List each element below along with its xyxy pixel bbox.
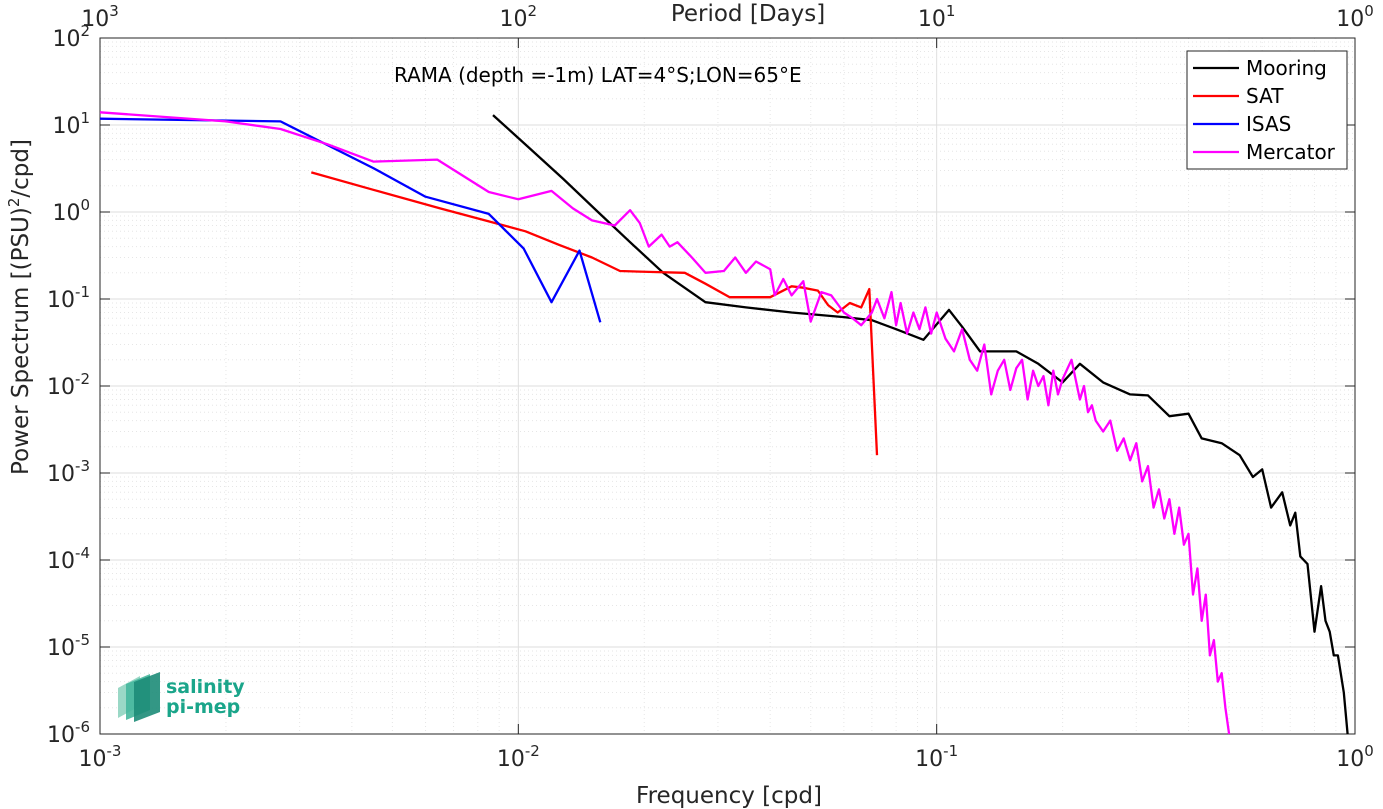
y-tick-label-base: 10 <box>47 288 75 313</box>
top-tick-label-base: 10 <box>500 7 528 32</box>
y-tick-label: 101 <box>52 109 90 139</box>
series-line-mercator <box>99 111 1231 735</box>
logo-wave-3 <box>134 672 160 722</box>
y-tick-label: 10-2 <box>47 370 90 400</box>
top-tick-label-exponent: 1 <box>946 2 956 20</box>
top-tick-label: 100 <box>1336 2 1374 32</box>
top-tick-label-base: 10 <box>81 7 109 32</box>
top-tick-label-base: 10 <box>1336 7 1364 32</box>
y-tick-label-exponent: 1 <box>80 109 90 127</box>
legend-label-sat: SAT <box>1246 84 1284 108</box>
top-tick-label-exponent: 0 <box>1364 2 1374 20</box>
legend-label-isas: ISAS <box>1246 112 1291 136</box>
legend-label-mooring: Mooring <box>1246 56 1327 80</box>
y-tick-label-base: 10 <box>52 27 80 52</box>
x-tick-label-base: 10 <box>1336 747 1364 772</box>
y-tick-label: 10-6 <box>47 718 90 748</box>
x-axis-title: Frequency [cpd] <box>636 783 822 809</box>
x-tick-labels: 10-3 10-2 10-1 100 <box>79 742 1374 772</box>
top-tick-label: 102 <box>500 2 538 32</box>
x-tick-label-exponent: -1 <box>943 742 958 760</box>
legend: Mooring SAT ISAS Mercator <box>1186 50 1348 170</box>
y-tick-label-base: 10 <box>47 549 75 574</box>
legend-box <box>1186 50 1348 170</box>
y-tick-label-base: 10 <box>47 375 75 400</box>
logo-text-pi-mep: pi-mep <box>166 696 240 718</box>
x-tick-label: 10-3 <box>79 742 122 772</box>
x-tick-label-base: 10 <box>79 747 107 772</box>
y-axis-title: Power Spectrum [(PSU)2/cpd] <box>5 139 34 475</box>
series-line-sat <box>310 171 879 456</box>
x-tick-label: 10-2 <box>497 742 540 772</box>
top-tick-label: 101 <box>918 2 956 32</box>
x-tick-label: 100 <box>1336 742 1374 772</box>
x-tick-label-exponent: -3 <box>107 742 122 760</box>
series-line-isas <box>99 117 602 323</box>
top-tick-label: 103 <box>81 2 119 32</box>
y-tick-label: 10-4 <box>47 544 90 574</box>
x-tick-label-exponent: 0 <box>1364 742 1374 760</box>
y-tick-label-exponent: -3 <box>75 457 90 475</box>
x-tick-label-exponent: -2 <box>525 742 540 760</box>
top-tick-labels: 103 102 101 100 <box>81 2 1374 32</box>
salinity-pi-mep-logo: salinity pi-mep <box>118 672 245 722</box>
y-tick-label-base: 10 <box>47 462 75 487</box>
top-tick-label-exponent: 2 <box>528 2 538 20</box>
y-tick-label-exponent: -5 <box>75 631 90 649</box>
y-tick-label-exponent: -4 <box>75 544 90 562</box>
y-tick-label-exponent: 0 <box>80 196 90 214</box>
y-tick-label: 10-3 <box>47 457 90 487</box>
y-tick-label-exponent: 2 <box>80 22 90 40</box>
y-axis-title-superscript: 2 <box>5 198 23 208</box>
top-tick-label-exponent: 3 <box>109 2 119 20</box>
x-tick-label: 10-1 <box>915 742 958 772</box>
location-annotation: RAMA (depth =-1m) LAT=4°S;LON=65°E <box>394 63 802 87</box>
series-line-mooring <box>492 114 1349 735</box>
x-tick-label-base: 10 <box>915 747 943 772</box>
y-tick-label-exponent: -6 <box>75 718 90 736</box>
top-tick-label-base: 10 <box>918 7 946 32</box>
x-tick-label-base: 10 <box>497 747 525 772</box>
y-tick-label-base: 10 <box>52 114 80 139</box>
y-tick-label-exponent: -1 <box>75 283 90 301</box>
y-tick-label: 10-5 <box>47 631 90 661</box>
data-series <box>99 111 1349 735</box>
legend-label-mercator: Mercator <box>1246 140 1336 164</box>
y-tick-label: 10-1 <box>47 283 90 313</box>
y-tick-label: 102 <box>52 22 90 52</box>
y-tick-label: 100 <box>52 196 90 226</box>
y-tick-label-exponent: -2 <box>75 370 90 388</box>
grid-lines <box>99 38 1355 735</box>
y-axis-title-main: Power Spectrum [(PSU) <box>8 207 34 475</box>
y-tick-label-base: 10 <box>47 723 75 748</box>
y-axis-title-tail: /cpd] <box>8 139 34 198</box>
y-tick-label-base: 10 <box>47 636 75 661</box>
y-tick-label-base: 10 <box>52 201 80 226</box>
top-axis-title: Period [Days] <box>671 1 825 27</box>
logo-text-salinity: salinity <box>166 676 245 698</box>
